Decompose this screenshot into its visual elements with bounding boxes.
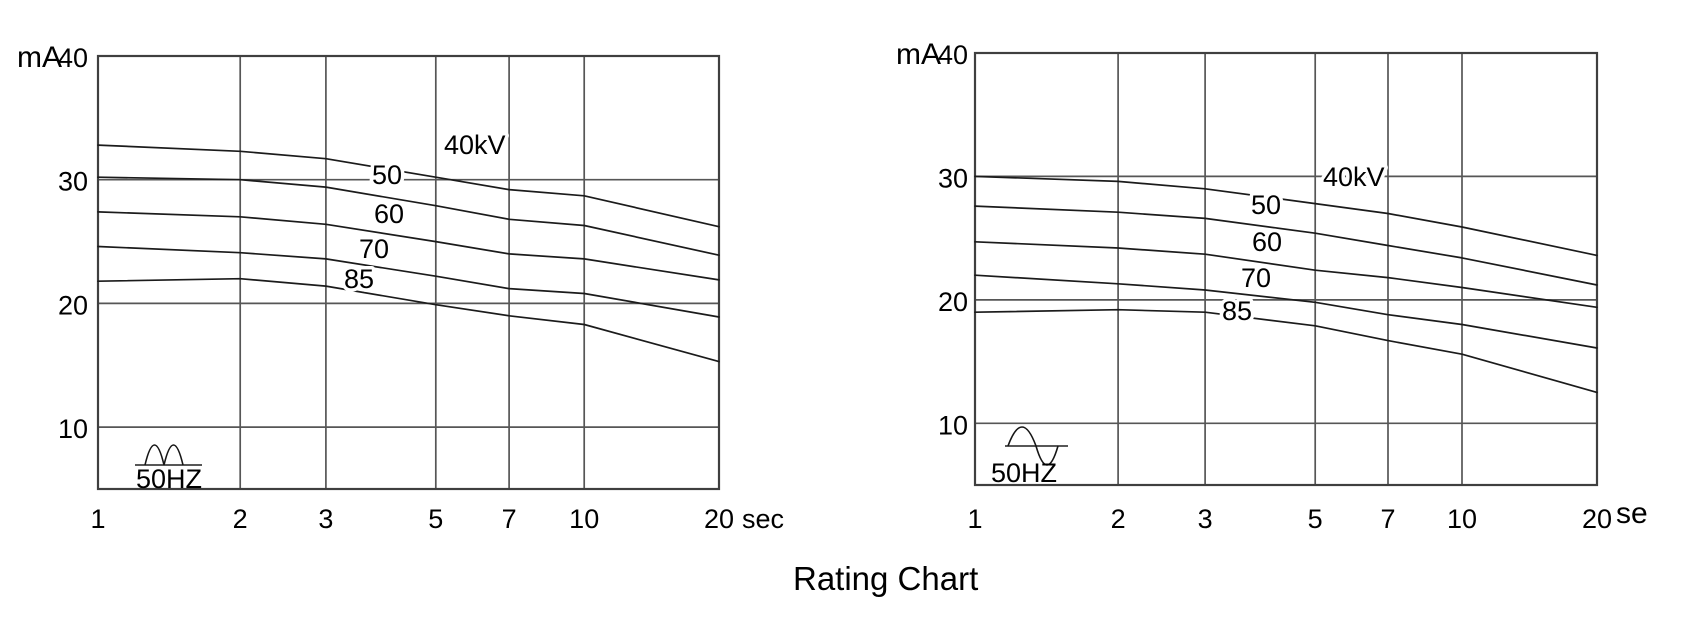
curve-label-50kV: 50 bbox=[372, 160, 402, 190]
curve-70kV bbox=[97, 245, 720, 318]
x-tick-label-10: 10 bbox=[569, 504, 599, 534]
y-tick-label-40: 40 bbox=[938, 40, 968, 70]
frequency-label: 50HZ bbox=[991, 458, 1057, 488]
curve-label-70kV: 70 bbox=[1241, 263, 1271, 293]
x-tick-label-20: 20 bbox=[1582, 504, 1612, 534]
x-tick-label-7: 7 bbox=[502, 504, 517, 534]
x-tick-label-5: 5 bbox=[428, 504, 443, 534]
y-tick-label-10: 10 bbox=[58, 414, 88, 444]
x-tick-label-3: 3 bbox=[318, 504, 333, 534]
y-tick-label-30: 30 bbox=[938, 163, 968, 193]
y-axis-unit-label: mA bbox=[17, 41, 62, 74]
curve-60kV bbox=[974, 240, 1598, 309]
x-tick-label-7: 7 bbox=[1380, 504, 1395, 534]
plot-border bbox=[973, 51, 1599, 487]
curve-70kV bbox=[974, 274, 1598, 349]
x-tick-label-1: 1 bbox=[90, 504, 105, 534]
curve-label-60kV: 60 bbox=[1252, 227, 1282, 257]
x-tick-label-3: 3 bbox=[1198, 504, 1213, 534]
y-tick-label-10: 10 bbox=[938, 410, 968, 440]
x-tick-label-2: 2 bbox=[233, 504, 248, 534]
curve-label-60kV: 60 bbox=[374, 199, 404, 229]
y-tick-label-30: 30 bbox=[58, 167, 88, 197]
x-axis-unit-label: sec bbox=[742, 504, 784, 534]
curve-50kV bbox=[974, 205, 1598, 286]
x-tick-label-1: 1 bbox=[967, 504, 982, 534]
x-axis-unit-label: se bbox=[1616, 497, 1648, 530]
curve-40kV bbox=[97, 144, 720, 228]
curve-50kV bbox=[97, 176, 720, 257]
y-tick-label-40: 40 bbox=[58, 43, 88, 73]
x-tick-label-10: 10 bbox=[1447, 504, 1477, 534]
plot-border bbox=[96, 54, 721, 491]
x-tick-label-20: 20 bbox=[704, 504, 734, 534]
frequency-label: 50HZ bbox=[136, 464, 202, 494]
curve-40kV bbox=[974, 175, 1598, 257]
y-tick-label-20: 20 bbox=[938, 287, 968, 317]
curve-60kV bbox=[97, 211, 720, 281]
sine-wave-icon bbox=[1007, 426, 1059, 466]
x-tick-label-5: 5 bbox=[1308, 504, 1323, 534]
curve-label-40kV: 40kV bbox=[444, 130, 506, 160]
full-wave-rectified-icon bbox=[144, 444, 184, 466]
curve-label-40kV: 40kV bbox=[1323, 162, 1385, 192]
curve-label-85kV: 85 bbox=[1222, 296, 1252, 326]
y-axis-unit-label: mA bbox=[896, 38, 941, 71]
figure-caption: Rating Chart bbox=[793, 560, 979, 597]
curve-85kV bbox=[974, 308, 1598, 394]
curve-label-70kV: 70 bbox=[359, 234, 389, 264]
x-tick-label-2: 2 bbox=[1111, 504, 1126, 534]
curve-label-50kV: 50 bbox=[1251, 190, 1281, 220]
curve-label-85kV: 85 bbox=[344, 264, 374, 294]
curve-85kV bbox=[97, 277, 720, 363]
y-tick-label-20: 20 bbox=[58, 290, 88, 320]
